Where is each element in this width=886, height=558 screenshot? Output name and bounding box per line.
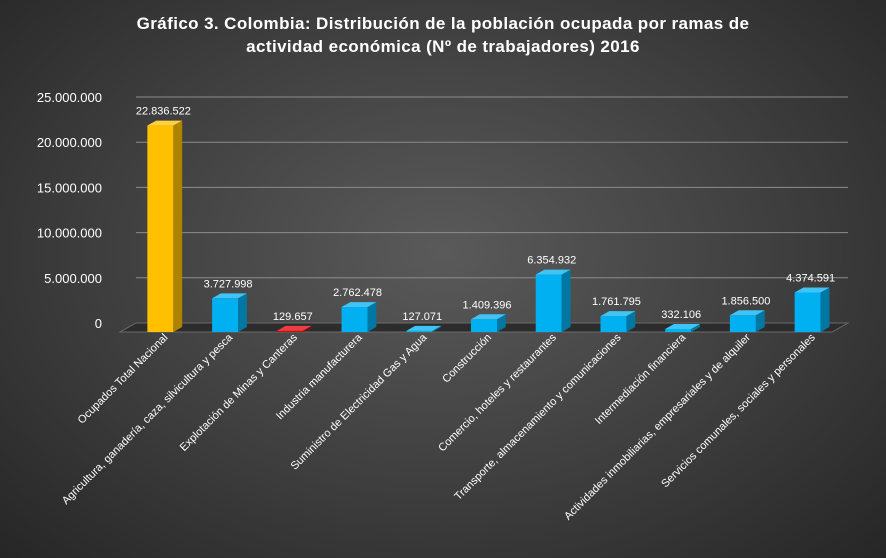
bar [600, 311, 636, 332]
bar-top [276, 325, 312, 331]
bar-side [432, 325, 442, 332]
bar-front [147, 125, 174, 333]
bar-front [600, 316, 627, 332]
bar-top [600, 311, 636, 317]
bar-top [212, 293, 247, 299]
bar-top [535, 269, 571, 275]
bar [665, 324, 700, 332]
bar-side [561, 269, 571, 332]
bar-side [497, 314, 506, 332]
bar-side [755, 310, 765, 332]
bar-side [626, 311, 636, 332]
y-tick-label: 25.000.000 [37, 90, 102, 105]
data-label: 1.761.795 [592, 296, 641, 308]
bar [147, 120, 183, 333]
bar [276, 325, 312, 332]
bar-side [367, 302, 377, 332]
bar-front [341, 307, 368, 332]
bar-side [691, 324, 700, 332]
x-category-label: Explotación de Minas y Canteras [178, 331, 301, 454]
bar [341, 302, 377, 332]
y-tick-label: 0 [95, 316, 102, 331]
bar-front [729, 315, 756, 332]
bar-side [820, 287, 830, 332]
chart-title-line-1: Gráfico 3. Colombia: Distribución de la … [136, 14, 750, 33]
bar-top [665, 324, 700, 329]
bar [535, 269, 571, 332]
y-tick-label: 10.000.000 [37, 226, 102, 241]
bar-top [406, 325, 442, 331]
bar-front [665, 328, 692, 332]
data-label: 127.071 [402, 311, 442, 323]
bar-top [794, 287, 830, 293]
y-tick-label: 5.000.000 [44, 271, 102, 286]
bar [406, 325, 442, 332]
bar-front [212, 298, 239, 332]
bar-side [302, 325, 312, 332]
bar-front [471, 319, 497, 332]
chart-title-line-2: actividad económica (Nº de trabajadores)… [246, 37, 640, 56]
bar-top [341, 302, 377, 308]
bar-top [471, 314, 506, 320]
data-label: 1.856.500 [721, 295, 770, 307]
bar [212, 293, 247, 332]
data-label: 3.727.998 [204, 278, 253, 290]
x-category-label: Comercio, hoteles y restaurantes [436, 331, 559, 454]
bar-front [276, 330, 303, 332]
bar [794, 287, 830, 332]
data-label: 129.657 [273, 311, 313, 323]
bar-side [173, 120, 183, 332]
data-label: 1.409.396 [463, 299, 512, 311]
y-tick-label: 15.000.000 [37, 180, 102, 195]
bar [471, 314, 506, 332]
bar-side [238, 293, 247, 332]
bar-front [794, 292, 821, 332]
x-category-label: Servicios comunales, sociales y personal… [659, 331, 818, 490]
bar-front [406, 330, 433, 332]
data-label: 6.354.932 [527, 255, 576, 267]
data-label: 332.106 [661, 309, 701, 321]
data-label: 4.374.591 [786, 273, 835, 285]
bar-front [535, 274, 562, 332]
bar-top [729, 310, 765, 316]
data-label: 22.836.522 [136, 106, 191, 118]
data-label: 2.762.478 [333, 287, 382, 299]
x-category-label: Construcción [440, 332, 494, 386]
y-tick-label: 20.000.000 [37, 135, 102, 150]
x-category-label: Suministro de Electricidad Gas y Agua [289, 331, 430, 472]
bar-top [147, 120, 183, 126]
bar [729, 310, 765, 332]
